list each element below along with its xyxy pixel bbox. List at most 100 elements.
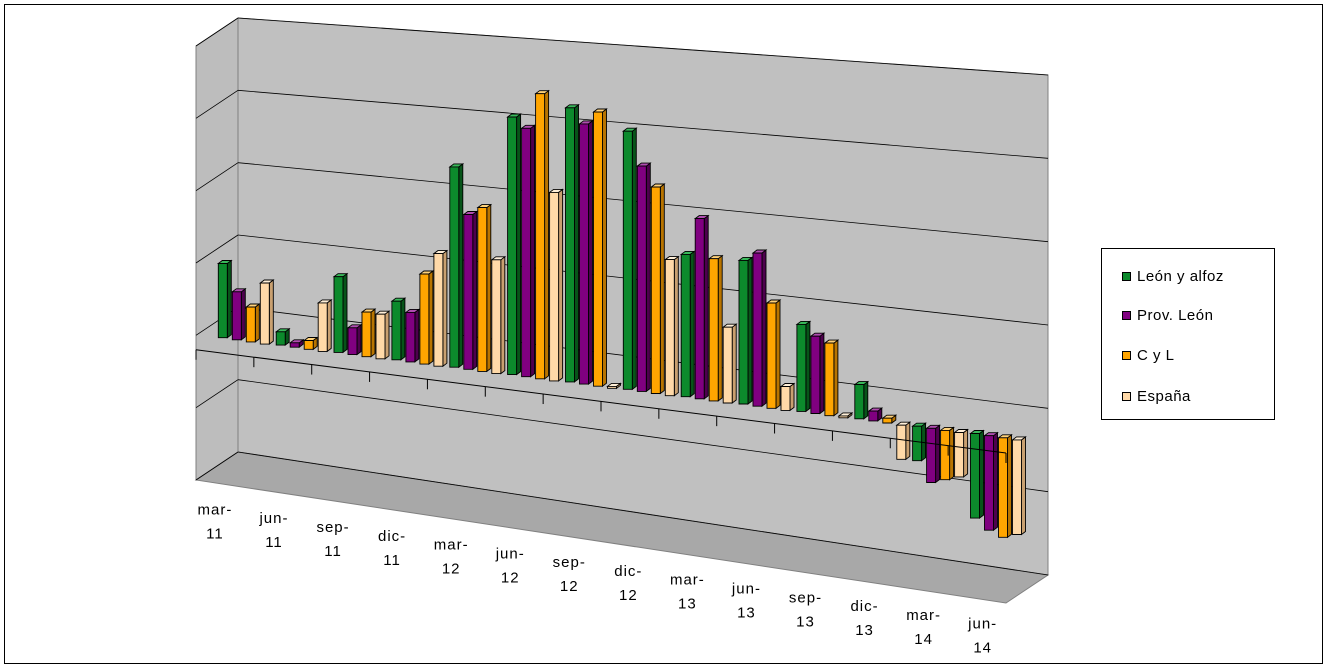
bar-front-face — [998, 437, 1008, 538]
x-tick-label: 13 — [737, 604, 756, 621]
x-tick-label: 12 — [501, 569, 520, 586]
bar-0-7 — [621, 127, 638, 391]
x-tick-label: 11 — [265, 534, 283, 551]
bar-3-6 — [606, 382, 622, 390]
bar-side-face — [356, 323, 362, 356]
bar-0-10 — [795, 320, 812, 413]
bar-front-face — [303, 340, 314, 350]
bar-3-3 — [432, 249, 449, 368]
bar-side-face — [747, 256, 753, 405]
bar-2-8 — [707, 254, 724, 402]
x-tick-label: jun- — [731, 580, 761, 597]
bar-side-face — [370, 308, 376, 358]
gridline-side — [195, 451, 239, 481]
bar-front-face — [694, 218, 705, 400]
bar-front-face — [231, 291, 242, 341]
legend-swatch-0 — [1122, 271, 1131, 281]
legend-item-0: León y alfoz — [1122, 266, 1224, 286]
bar-front-face — [882, 417, 893, 424]
bar-side-face — [1007, 433, 1012, 539]
bar-front-face — [854, 384, 865, 420]
bar-front-face — [824, 342, 835, 417]
bar-2-13 — [997, 433, 1013, 539]
bar-side-face — [731, 323, 737, 404]
bar-front-face — [289, 342, 300, 348]
x-tick-label: mar- — [434, 537, 469, 554]
bar-front-face — [217, 263, 228, 339]
bar-side-face — [703, 214, 709, 400]
bar-3-10 — [837, 411, 854, 419]
bar-front-face — [477, 207, 488, 372]
bar-front-face — [317, 302, 328, 352]
bar-front-face — [535, 93, 546, 380]
bar-front-face — [766, 302, 777, 409]
bar-front-face — [984, 435, 994, 531]
bar-front-face — [491, 259, 502, 375]
bar-front-face — [868, 410, 879, 422]
bar-1-6 — [578, 120, 594, 386]
bar-0-1 — [274, 327, 291, 347]
bar-0-0 — [216, 259, 233, 339]
bar-1-10 — [809, 332, 826, 415]
bar-side-face — [530, 124, 536, 378]
bar-side-face — [588, 120, 593, 386]
gridline-side — [195, 17, 239, 47]
legend-item-1: Prov. León — [1122, 305, 1213, 325]
x-tick-label: 13 — [678, 596, 697, 613]
bar-3-5 — [548, 188, 564, 382]
bar-side-face — [516, 113, 522, 376]
bar-side-face — [254, 303, 260, 343]
bar-0-2 — [332, 272, 349, 354]
bar-front-face — [391, 300, 402, 361]
bar-1-4 — [462, 210, 479, 371]
bar-front-face — [636, 165, 647, 392]
bar-front-face — [664, 259, 675, 397]
bar-side-face — [833, 339, 839, 417]
bar-front-face — [722, 326, 733, 404]
legend-label-0: León y alfoz — [1137, 267, 1224, 285]
x-tick-label: 11 — [383, 552, 401, 569]
bar-2-1 — [302, 336, 319, 351]
x-tick-label: 11 — [206, 525, 224, 542]
bar-side-face — [631, 127, 637, 391]
bar-front-face — [333, 276, 344, 353]
bar-side-face — [863, 380, 869, 420]
x-tick-label: 13 — [855, 622, 874, 639]
bar-front-face — [752, 252, 763, 407]
bar-side-face — [240, 287, 246, 341]
bar-front-face — [405, 311, 416, 363]
bar-0-4 — [448, 162, 465, 369]
bar-front-face — [738, 259, 749, 405]
x-tick-label: 13 — [796, 613, 815, 630]
bar-0-6 — [564, 103, 580, 383]
bar-side-face — [819, 332, 825, 415]
gridline — [237, 17, 1049, 76]
bar-front-face — [622, 130, 633, 390]
bar-side-face — [428, 270, 434, 366]
bar-2-12 — [939, 426, 955, 481]
bar-3-9 — [779, 382, 796, 412]
gridline — [237, 89, 1049, 159]
bar-1-3 — [404, 308, 421, 363]
bar-2-10 — [823, 339, 840, 417]
x-tick-label: mar- — [670, 572, 705, 589]
x-tick-label: 12 — [442, 561, 461, 578]
bar-2-11 — [881, 414, 898, 424]
bar-front-face — [896, 424, 907, 460]
bar-front-face — [361, 311, 372, 358]
bar-front-face — [593, 111, 603, 387]
bar-side-face — [761, 249, 767, 408]
bar-front-face — [607, 385, 617, 389]
bar-side-face — [442, 249, 448, 368]
bar-side-face — [574, 103, 579, 383]
bar-1-7 — [635, 162, 652, 393]
bar-0-8 — [679, 250, 696, 398]
legend-label-1: Prov. León — [1137, 306, 1214, 324]
bar-front-face — [708, 258, 719, 402]
bar-front-face — [433, 253, 444, 367]
bar-side-face — [342, 272, 348, 354]
legend-label-2: C y L — [1137, 346, 1175, 364]
bar-side-face — [226, 259, 232, 339]
bar-2-9 — [765, 299, 782, 410]
